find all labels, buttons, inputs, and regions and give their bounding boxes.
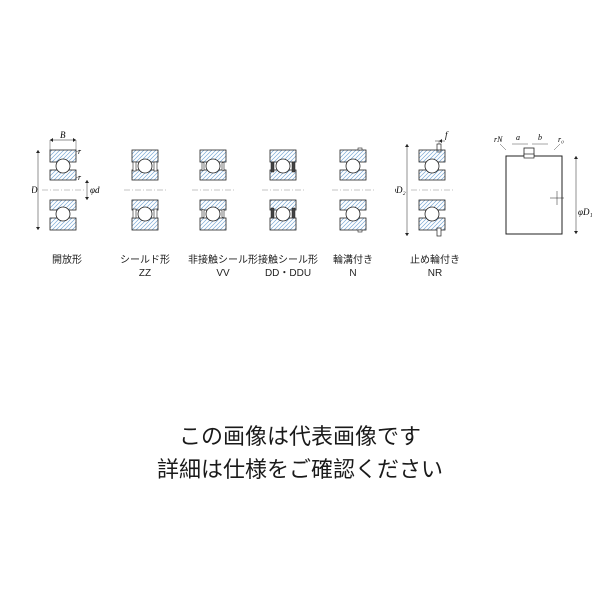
caption-area: この画像は代表画像です 詳細は仕様をご確認ください (0, 420, 600, 486)
dim-a: a (516, 133, 520, 142)
label-nr: 止め輪付きNR (395, 254, 475, 280)
label-open: 開放形 (32, 254, 102, 267)
label-dd: 接触シール形DD・DDU (258, 254, 318, 280)
bearing-vv: 非接触シール形VV (188, 130, 258, 280)
svg-text:B: B (60, 130, 66, 140)
svg-text:r: r (78, 173, 82, 182)
dim-r0: r₀ (558, 135, 564, 144)
svg-text:r: r (78, 147, 82, 156)
diagram-area: B r r (0, 130, 600, 330)
dim-b: b (538, 133, 542, 142)
bearing-zz: シールド形ZZ (120, 130, 170, 280)
label-zz: シールド形ZZ (120, 254, 170, 280)
bearing-dd: 接触シール形DD・DDU (258, 130, 318, 280)
dim-f: f (445, 130, 449, 140)
bearing-nr: f φD₂ 止め輪付きNR (395, 130, 475, 280)
label-n: 輪溝付きN (328, 254, 378, 280)
caption-line2: 詳細は仕様をご確認ください (0, 453, 600, 486)
bearing-n: 輪溝付きN (328, 130, 378, 280)
bearing-vv-svg (188, 130, 238, 250)
bearing-dd-svg (258, 130, 308, 250)
bearing-open-svg: B r r (32, 130, 102, 250)
detail-svg: rN a b r₀ φD₁ (492, 130, 592, 260)
dim-phiD2: φD₂ (395, 185, 406, 195)
dim-phiD1: φD₁ (578, 207, 592, 217)
dim-phiD: φD (32, 185, 38, 195)
dim-rN: rN (494, 135, 503, 144)
bearing-zz-svg (120, 130, 170, 250)
caption-line1: この画像は代表画像です (0, 420, 600, 453)
label-vv: 非接触シール形VV (188, 254, 258, 280)
detail-view: rN a b r₀ φD₁ (492, 130, 592, 260)
bearing-n-svg (328, 130, 378, 250)
bearing-open: B r r (32, 130, 102, 267)
dim-phid: φd (90, 185, 100, 195)
bearing-nr-svg: f φD₂ (395, 130, 475, 250)
